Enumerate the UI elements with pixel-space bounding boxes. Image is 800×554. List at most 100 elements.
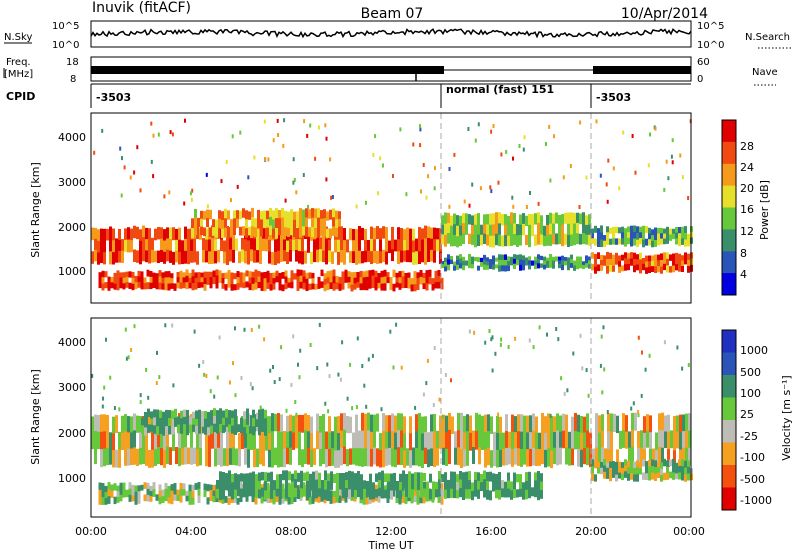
power-cell	[444, 212, 447, 225]
power-cell	[492, 213, 495, 225]
velocity-cell	[299, 494, 303, 501]
velocity-cell	[197, 488, 201, 497]
power-speckle	[379, 156, 382, 161]
power-speckle	[612, 166, 615, 171]
velocity-cell	[643, 449, 646, 467]
power-cell	[278, 210, 281, 219]
power-cell	[302, 276, 306, 284]
velocity-cell	[401, 496, 405, 503]
velocity-cell	[450, 471, 453, 481]
power-cell	[383, 276, 387, 284]
power-colorbar-segment	[722, 273, 736, 296]
power-speckle	[553, 134, 555, 139]
power-cell	[244, 251, 247, 264]
velocity-cell	[328, 432, 331, 450]
velocity-cell	[304, 413, 307, 431]
power-cell	[636, 254, 639, 260]
power-cell	[215, 275, 219, 283]
power-cell	[486, 224, 489, 236]
velocity-cell	[113, 496, 117, 505]
velocity-cell	[430, 414, 433, 432]
power-cell	[447, 259, 450, 266]
velocity-cell	[258, 417, 261, 427]
power-cell	[352, 240, 355, 252]
power-cell	[254, 218, 257, 228]
velocity-cell	[170, 497, 174, 505]
velocity-cell	[649, 432, 652, 450]
velocity-cell	[429, 490, 432, 500]
power-cell	[361, 227, 364, 241]
velocity-cell	[495, 489, 498, 499]
velocity-cell	[165, 409, 168, 419]
velocity-cell	[282, 470, 285, 481]
velocity-cell	[406, 448, 409, 466]
velocity-cell	[459, 488, 462, 498]
power-cell	[424, 251, 427, 265]
velocity-cell	[301, 414, 304, 433]
velocity-cell	[625, 431, 628, 449]
power-cell	[639, 252, 642, 260]
velocity-cell	[526, 432, 529, 450]
power-cell	[546, 264, 549, 268]
power-speckle	[129, 175, 132, 180]
velocity-cell	[349, 416, 352, 434]
power-cell	[125, 282, 129, 288]
velocity-cell	[171, 410, 174, 419]
velocity-cell	[274, 447, 277, 466]
velocity-cell	[225, 409, 228, 419]
power-cell	[504, 259, 507, 266]
power-speckle	[622, 130, 625, 135]
velocity-cell	[559, 415, 562, 433]
power-cell	[185, 275, 189, 283]
velocity-cell	[241, 432, 244, 449]
power-speckle	[247, 175, 250, 180]
velocity-cell	[331, 448, 334, 466]
power-cell	[269, 278, 273, 285]
power-cell	[260, 272, 264, 279]
velocity-cell	[484, 414, 487, 433]
power-cell	[236, 277, 240, 284]
power-cell	[284, 282, 288, 290]
velocity-colorbar-frame	[721, 329, 737, 511]
velocity-cell	[366, 488, 369, 497]
velocity-cell	[139, 432, 142, 449]
velocity-cell	[642, 459, 645, 467]
power-cell	[203, 271, 207, 279]
power-speckle	[293, 177, 296, 182]
velocity-cell	[180, 418, 183, 427]
velocity-cell	[432, 481, 435, 491]
velocity-cell	[652, 448, 655, 466]
power-cell	[278, 278, 282, 285]
velocity-cell	[285, 479, 288, 490]
power-speckle	[325, 136, 328, 141]
velocity-cell	[205, 431, 208, 449]
velocity-cell	[348, 470, 351, 481]
velocity-cell	[168, 417, 171, 427]
power-cell	[528, 235, 531, 248]
power-cell	[462, 256, 465, 262]
velocity-cell	[137, 485, 141, 492]
velocity-cell	[149, 485, 153, 492]
velocity-cell	[424, 432, 427, 449]
velocity-speckle	[203, 372, 206, 377]
power-cell	[203, 284, 207, 291]
power-cell	[525, 257, 528, 262]
velocity-cell	[391, 413, 394, 432]
power-cell	[200, 282, 204, 288]
power-cell	[340, 250, 343, 263]
power-speckle	[529, 191, 531, 195]
power-speckle	[523, 135, 526, 140]
velocity-cell	[160, 431, 163, 449]
velocity-cell	[475, 431, 478, 450]
velocity-cell	[210, 425, 213, 434]
power-cell	[666, 237, 669, 244]
power-cell	[347, 276, 351, 283]
velocity-cell	[423, 488, 426, 497]
power-cell	[218, 210, 221, 220]
power-cell	[579, 213, 582, 225]
power-speckle	[267, 157, 270, 162]
velocity-cell	[327, 488, 330, 497]
velocity-cell	[354, 473, 357, 483]
power-cell	[415, 238, 418, 252]
velocity-cell	[174, 417, 177, 427]
